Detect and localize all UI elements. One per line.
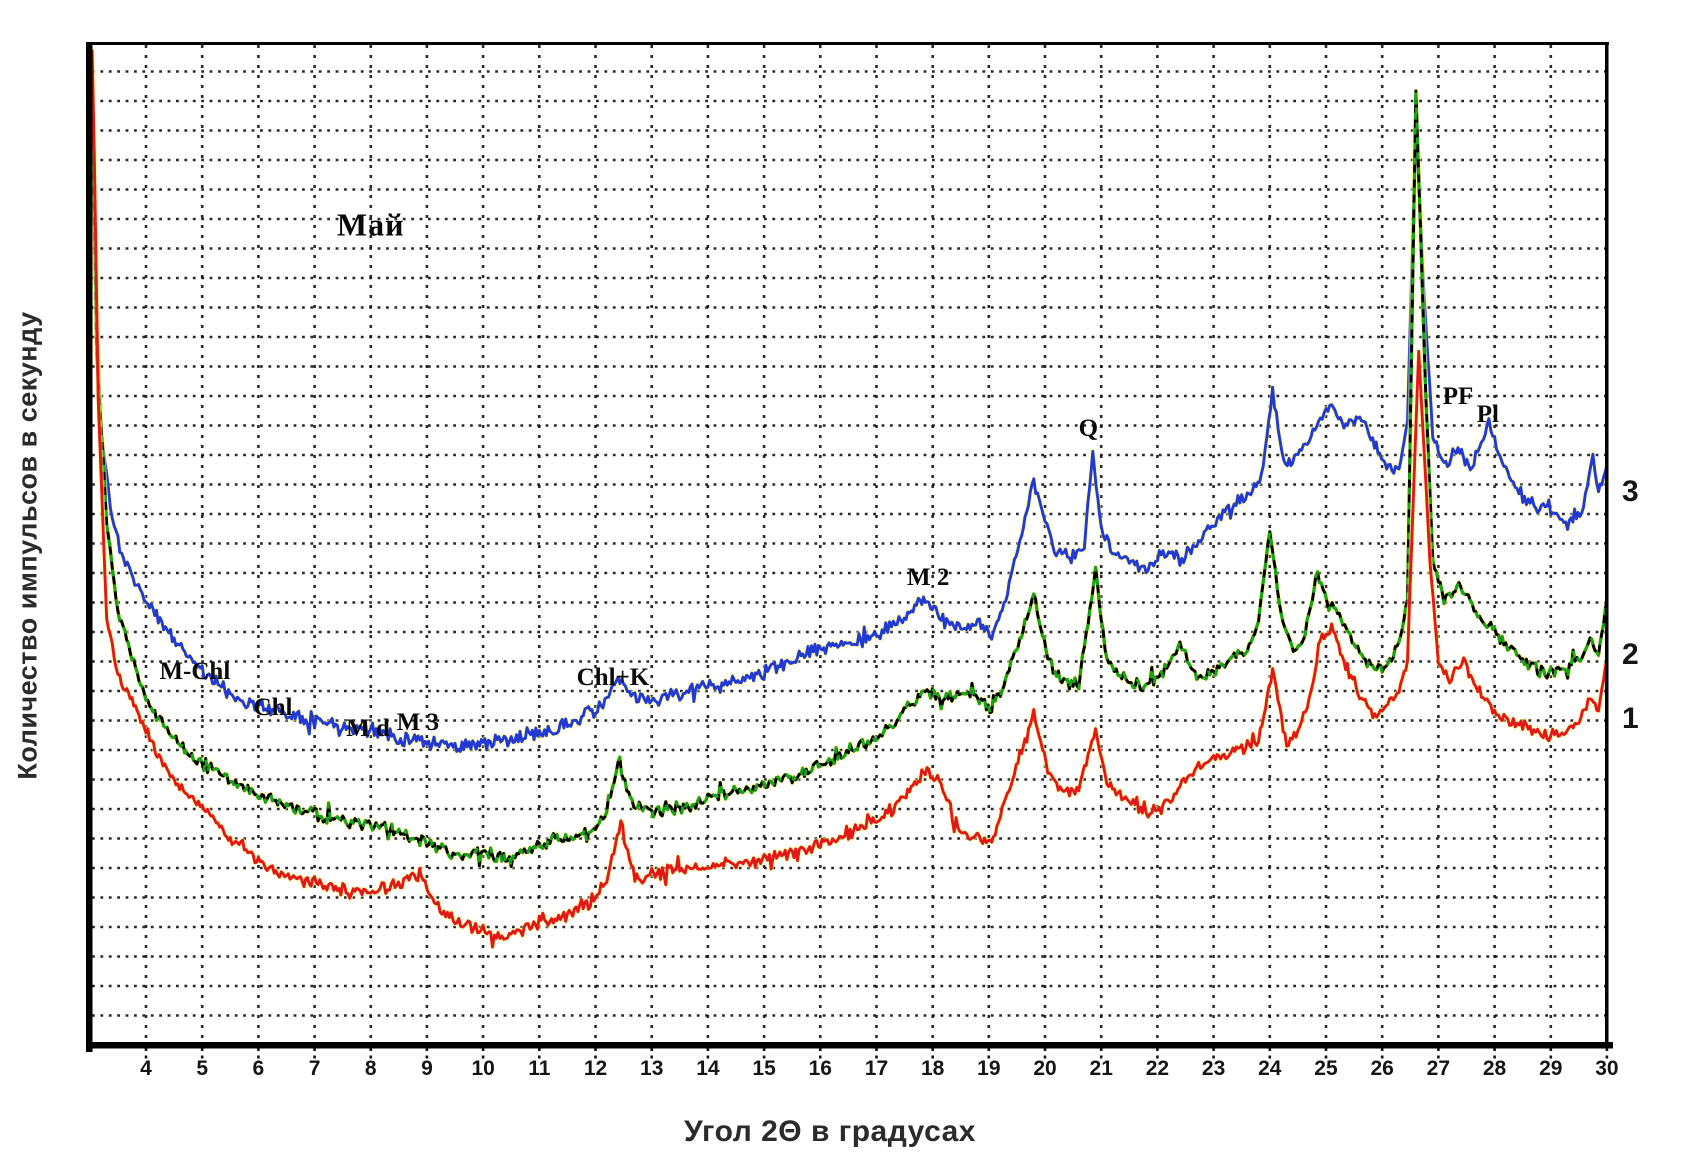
x-tick-label-23: 23 (1201, 1057, 1226, 1080)
x-axis-title: Угол 2Θ в градусах (684, 1115, 976, 1148)
x-tick-label-20: 20 (1033, 1057, 1057, 1080)
x-tick-label-17: 17 (864, 1057, 889, 1080)
x-tick-label-26: 26 (1370, 1057, 1394, 1080)
series-label-2: 2 (1622, 638, 1639, 671)
x-tick-label-14: 14 (696, 1057, 720, 1080)
curve-3 (92, 94, 1606, 753)
peak-label-m-2: M 2 (906, 564, 950, 591)
plot-frame (86, 42, 1613, 1052)
x-tick-label-19: 19 (977, 1057, 1001, 1080)
x-tick-label-7: 7 (308, 1057, 321, 1080)
x-tick-label-16: 16 (808, 1057, 832, 1080)
x-tick-label-12: 12 (583, 1057, 608, 1080)
peak-label-m-chl: M-Chl (159, 658, 231, 685)
x-tick-label-24: 24 (1258, 1057, 1282, 1080)
peak-label-q: Q (1078, 415, 1099, 442)
x-tick-label-10: 10 (471, 1057, 495, 1080)
x-tick-label-18: 18 (920, 1057, 945, 1080)
curve-3-halo (92, 94, 1606, 755)
x-tick-label-30: 30 (1595, 1057, 1619, 1080)
x-tick-label-28: 28 (1482, 1057, 1507, 1080)
series-label-1: 1 (1622, 702, 1639, 735)
series-label-3: 3 (1622, 475, 1639, 508)
curve-1 (92, 49, 1606, 949)
peak-label-chl: Chl (253, 694, 293, 721)
x-tick-label-21: 21 (1089, 1057, 1113, 1080)
peak-label-chl-k: Chl+K (576, 664, 650, 691)
x-tick-label-15: 15 (752, 1057, 776, 1080)
x-tick-label-22: 22 (1145, 1057, 1170, 1080)
x-tick-label-29: 29 (1539, 1057, 1563, 1080)
x-tick-label-5: 5 (196, 1057, 209, 1080)
x-tick-label-4: 4 (140, 1057, 152, 1080)
x-tick-label-13: 13 (640, 1057, 664, 1080)
x-tick-label-27: 27 (1426, 1057, 1451, 1080)
peak-label-m-3: M 3 (396, 709, 440, 736)
x-tick-label-9: 9 (421, 1057, 433, 1080)
x-tick-label-25: 25 (1314, 1057, 1338, 1080)
grid-dotted (92, 45, 1609, 1059)
peak-label-m-d: M d (346, 715, 390, 742)
x-tick-label-8: 8 (364, 1057, 377, 1080)
peak-label-pl: Pl (1476, 401, 1499, 428)
x-tick-label-6: 6 (252, 1057, 265, 1080)
peak-label--: Май (336, 206, 405, 243)
x-tick-label-11: 11 (528, 1057, 551, 1080)
y-axis-title: Количество импульсов в секунду (12, 311, 43, 780)
curve-2 (92, 75, 1606, 869)
peak-label-pf: PF (1442, 383, 1474, 410)
